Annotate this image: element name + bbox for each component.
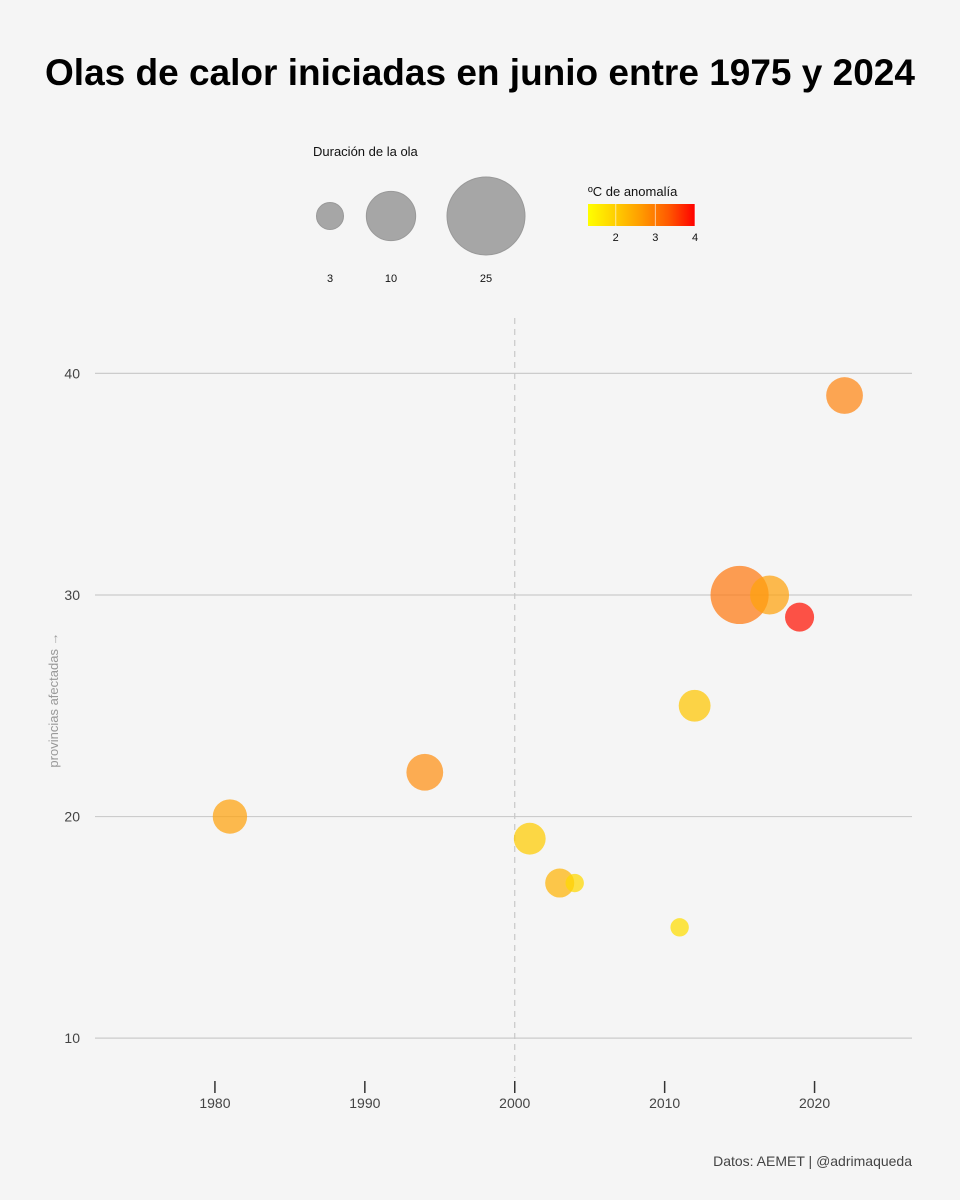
- x-tick-label: 2010: [649, 1095, 680, 1111]
- y-tick-label: 20: [64, 809, 80, 825]
- color-legend-gradient: [588, 204, 695, 226]
- size-legend-label: 3: [327, 273, 333, 285]
- size-legend-label: 10: [385, 273, 397, 285]
- data-point: [785, 602, 815, 632]
- y-axis-label: provincias afectadas →: [46, 632, 61, 767]
- size-legend-label: 25: [480, 273, 492, 285]
- size-legend-title: Duración de la ola: [313, 144, 418, 159]
- color-legend-title: ºC de anomalía: [588, 184, 678, 199]
- size-legend-circle: [446, 176, 526, 256]
- size-legend-circle: [365, 190, 417, 242]
- x-tick-label: 1990: [349, 1095, 380, 1111]
- data-point: [406, 753, 444, 791]
- grid-lines: [95, 318, 912, 1078]
- x-tick-label: 1980: [199, 1095, 230, 1111]
- y-tick-label: 30: [64, 587, 80, 603]
- data-point: [710, 565, 769, 625]
- data-point: [670, 918, 689, 937]
- data-point: [565, 873, 584, 893]
- y-tick-label: 10: [64, 1030, 80, 1046]
- chart-title: Olas de calor iniciadas en junio entre 1…: [45, 52, 915, 93]
- data-point: [678, 689, 711, 722]
- data-point: [826, 377, 863, 414]
- data-point: [212, 799, 248, 834]
- y-tick-label: 40: [64, 365, 80, 381]
- color-legend-ticks: 2 3 4: [613, 204, 698, 244]
- size-legend: 3 10 25: [315, 176, 526, 285]
- data-points: [212, 377, 863, 937]
- source-credit: Datos: AEMET | @adrimaqueda: [713, 1153, 912, 1169]
- color-legend-tick-label: 2: [613, 232, 619, 244]
- size-legend-circle: [315, 201, 345, 231]
- x-tick-label: 2000: [499, 1095, 530, 1111]
- data-point: [545, 868, 575, 898]
- data-point: [750, 575, 790, 615]
- color-legend-tick-label: 4: [692, 232, 698, 244]
- x-tick-label: 2020: [799, 1095, 830, 1111]
- data-point: [513, 822, 546, 855]
- color-legend-tick-label: 3: [652, 232, 658, 244]
- axes: 10 20 30 40 1980 1990 2000 2010 2020: [64, 365, 830, 1111]
